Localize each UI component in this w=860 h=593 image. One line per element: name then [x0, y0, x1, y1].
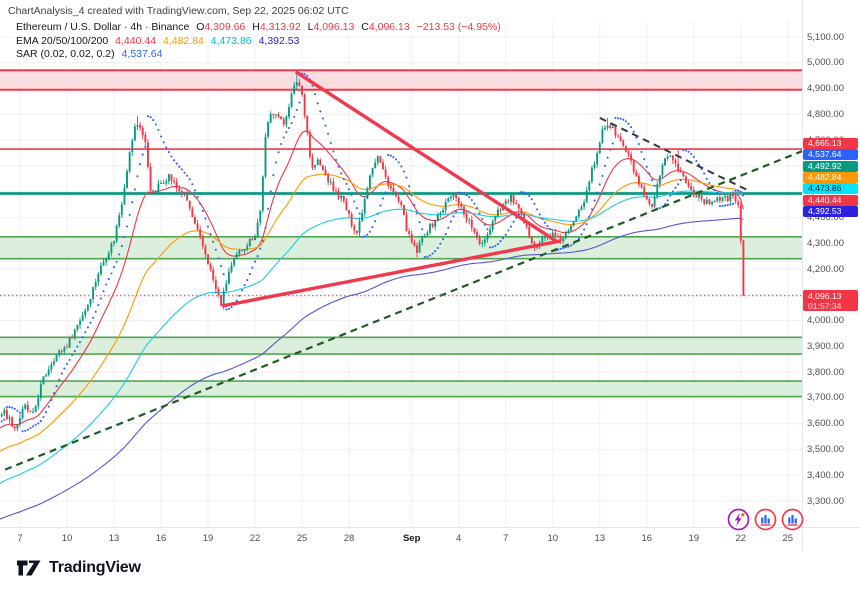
price-tick-label: 4,900.00: [807, 83, 844, 95]
price-tick-label: 5,100.00: [807, 31, 844, 43]
time-tick-label: 7: [503, 533, 509, 544]
time-tick-label: 22: [249, 533, 261, 544]
ema20-value: 4,440.44: [115, 34, 157, 47]
close-key: C: [361, 21, 369, 33]
last-price-countdown-tag: 4,096.13 01:57:34: [803, 290, 858, 311]
time-tick-label: 7: [17, 533, 23, 544]
chart-stamp-icon[interactable]: [754, 508, 777, 531]
price-tick-label: 4,200.00: [807, 263, 844, 275]
time-axis[interactable]: 7 10 13 16 19 22 25 28 Sep 4 7 10 13 16 19 22 25: [0, 527, 802, 551]
ema-indicator-row[interactable]: EMA 20/50/100/200 4,440.44 4,482.84 4,47…: [13, 34, 303, 48]
ema100-value: 4,473.86: [210, 34, 252, 47]
watermark-text: ChartAnalysis_4 created with TradingView…: [8, 5, 349, 17]
time-tick-label: Sep: [402, 533, 421, 544]
price-axis[interactable]: 5,100.005,000.004,900.004,800.004,700.00…: [802, 0, 860, 551]
price-tick-label: 5,000.00: [807, 57, 844, 69]
sar-indicator-row[interactable]: SAR (0.02, 0.02, 0.2) 4,537.64: [13, 48, 166, 62]
price-tag: 4,537.64: [803, 149, 858, 161]
open-key: O: [196, 21, 205, 33]
time-tick-label: 13: [108, 533, 120, 544]
price-tag: 4,473.86: [803, 183, 858, 195]
sar-label: SAR (0.02, 0.02, 0.2): [16, 48, 115, 60]
time-tick-label: 16: [155, 533, 167, 544]
ema-label: EMA 20/50/100/200: [16, 34, 109, 47]
ema50-value: 4,482.84: [162, 34, 204, 47]
chart-legend: Ethereum / U.S. Dollar · 4h · Binance O4…: [13, 21, 504, 62]
price-tag: 4,482.84: [803, 171, 858, 183]
price-tick-label: 3,600.00: [807, 418, 844, 430]
time-tick-label: 19: [202, 533, 214, 544]
price-tick-label: 3,300.00: [807, 495, 844, 507]
price-tick-label: 4,000.00: [807, 315, 844, 327]
high-value: 4,313.92: [259, 21, 301, 33]
brand-name: TradingView: [49, 559, 141, 576]
symbol-row[interactable]: Ethereum / U.S. Dollar · 4h · Binance O4…: [13, 21, 504, 35]
open-value: 4,309.66: [204, 21, 246, 33]
change-value: −213.53 (−4.95%): [416, 21, 501, 33]
price-tick-label: 3,400.00: [807, 469, 844, 481]
time-tick-label: 25: [782, 533, 794, 544]
footer-brand[interactable]: TradingView: [16, 558, 141, 578]
price-tick-label: 4,400.00: [807, 211, 844, 223]
axis-separator-horizontal: [0, 527, 860, 528]
price-tick-label: 3,500.00: [807, 443, 844, 455]
price-tag: 4,392.53: [803, 205, 858, 217]
time-tick-label: 22: [735, 533, 747, 544]
price-tag: 4,440.44: [803, 194, 858, 206]
price-tick-label: 4,300.00: [807, 237, 844, 249]
time-tick-label: 13: [594, 533, 606, 544]
sar-value: 4,537.64: [121, 48, 163, 60]
ema200-value: 4,392.53: [258, 34, 300, 47]
time-tick-label: 10: [61, 533, 73, 544]
time-tick-label: 25: [296, 533, 308, 544]
time-tick-label: 10: [547, 533, 559, 544]
price-tag: 4,492.92: [803, 160, 858, 172]
time-tick-label: 16: [641, 533, 653, 544]
symbol-title[interactable]: Ethereum / U.S. Dollar · 4h · Binance: [16, 21, 190, 33]
price-tag: 4,665.13: [803, 138, 858, 149]
time-tick-label: 19: [688, 533, 700, 544]
close-value: 4,096.13: [368, 21, 410, 33]
price-tick-label: 3,800.00: [807, 366, 844, 378]
tradingview-logo-icon: [17, 560, 41, 576]
chart-stamp-icon[interactable]: [781, 508, 804, 531]
price-tick-label: 4,800.00: [807, 108, 844, 120]
axis-separator-vertical: [802, 0, 803, 551]
price-tick-label: 3,700.00: [807, 392, 844, 404]
low-key: L: [307, 21, 314, 33]
time-tick-label: 4: [456, 533, 462, 544]
plot-layers: [0, 21, 802, 527]
price-tick-label: 3,900.00: [807, 340, 844, 352]
price-chart-canvas[interactable]: [0, 0, 860, 553]
idea-stamps: [727, 508, 804, 531]
low-value: 4,096.13: [313, 21, 355, 33]
high-key: H: [252, 21, 260, 33]
flash-stamp-icon[interactable]: [727, 508, 750, 531]
time-tick-label: 28: [343, 533, 355, 544]
